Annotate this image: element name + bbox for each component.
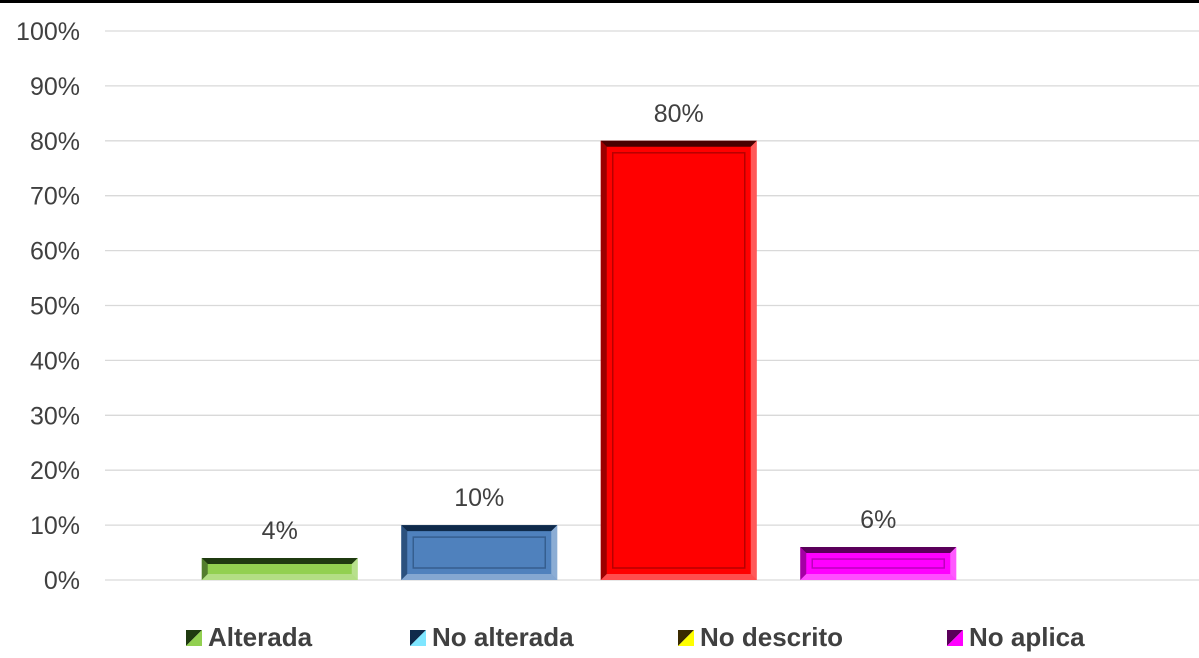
y-tick-label: 100% bbox=[16, 18, 80, 46]
y-axis-ticks: 0% 10% 20% 30% 40% 50% 60% 70% 80% 90% 100% bbox=[16, 18, 80, 595]
y-tick-label: 50% bbox=[30, 293, 80, 321]
legend-item-no-alterada: No alterada bbox=[410, 622, 574, 653]
bars bbox=[201, 140, 957, 581]
legend-label-alterada: Alterada bbox=[208, 622, 313, 652]
legend-label-no-aplica: No aplica bbox=[969, 622, 1085, 652]
y-tick-label: 60% bbox=[30, 238, 80, 266]
bar-no-descrito bbox=[600, 140, 757, 581]
data-labels: 4% 10% 80% 6% bbox=[262, 100, 897, 545]
legend-swatch-no-alterada bbox=[410, 629, 426, 646]
y-tick-label: 10% bbox=[30, 512, 80, 540]
legend-item-alterada: Alterada bbox=[186, 622, 312, 653]
legend-item-no-aplica: No aplica bbox=[947, 622, 1085, 653]
data-label: 6% bbox=[860, 506, 896, 534]
legend: Alterada No alterada No descrito No apli… bbox=[0, 618, 1199, 658]
data-label: 80% bbox=[654, 100, 704, 128]
y-tick-label: 40% bbox=[30, 347, 80, 375]
legend-swatch-no-aplica bbox=[947, 629, 963, 646]
y-tick-label: 0% bbox=[44, 567, 80, 595]
chart-svg: 0% 10% 20% 30% 40% 50% 60% 70% 80% 90% 100% 4% 10% 8… bbox=[16, 18, 1199, 595]
data-label: 4% bbox=[262, 517, 298, 545]
y-tick-label: 30% bbox=[30, 402, 80, 430]
y-tick-label: 80% bbox=[30, 128, 80, 156]
bar-alterada bbox=[201, 558, 358, 580]
legend-swatch-alterada bbox=[186, 629, 202, 646]
y-tick-label: 70% bbox=[30, 183, 80, 211]
legend-label-no-descrito: No descrito bbox=[700, 622, 844, 652]
legend-item-no-descrito: No descrito bbox=[678, 622, 843, 653]
y-tick-label: 20% bbox=[30, 457, 80, 485]
legend-label-no-alterada: No alterada bbox=[432, 622, 574, 652]
bar-no-aplica bbox=[800, 547, 957, 580]
legend-swatch-no-descrito bbox=[678, 629, 694, 646]
y-tick-label: 90% bbox=[30, 73, 80, 101]
bar-no-alterada bbox=[401, 525, 558, 580]
top-border bbox=[0, 0, 1199, 3]
data-label: 10% bbox=[454, 484, 504, 512]
